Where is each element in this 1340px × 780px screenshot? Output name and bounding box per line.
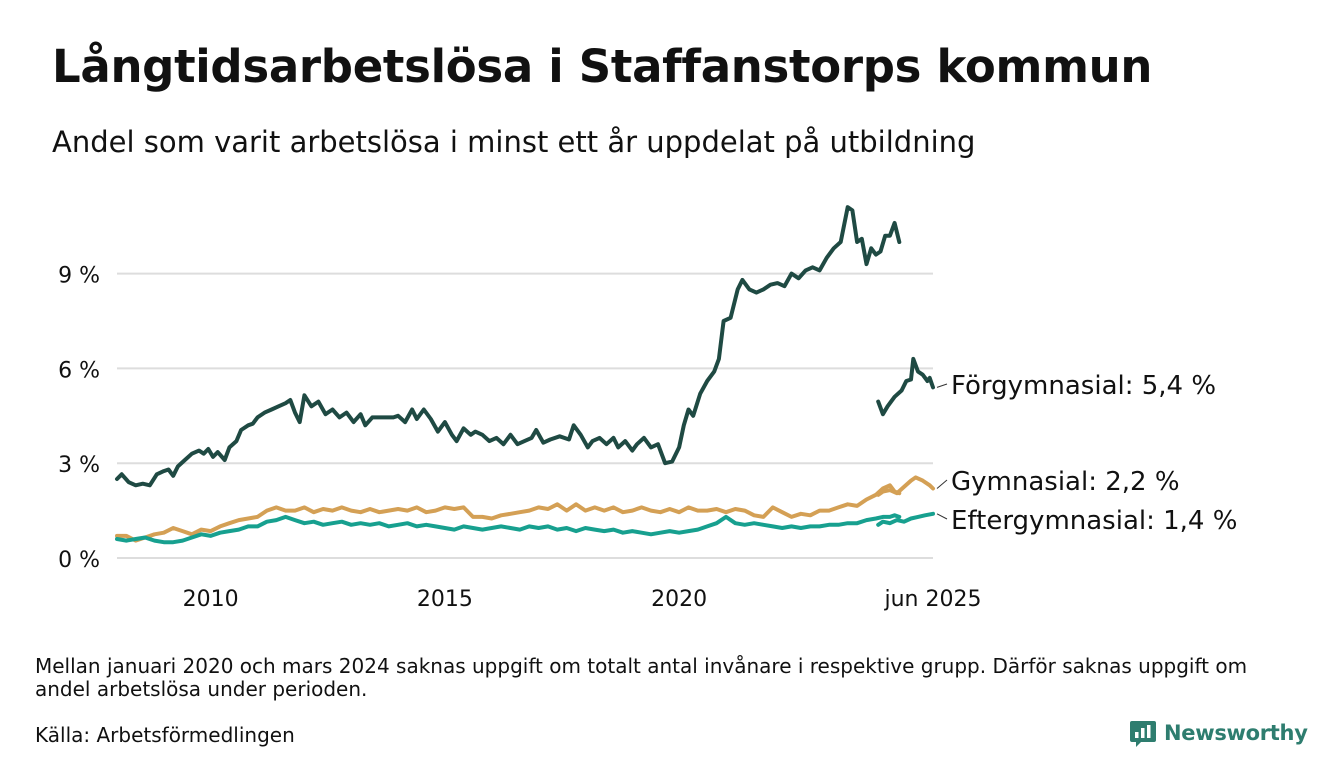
series-lines <box>115 205 935 545</box>
series-end-label: Förgymnasial: 5,4 % <box>951 371 1216 401</box>
series-line-gymnasial <box>876 475 935 497</box>
series-end-label: Eftergymnasial: 1,4 % <box>951 506 1237 536</box>
x-tick-label: 2010 <box>183 587 239 612</box>
x-tick-label: jun 2025 <box>884 587 982 612</box>
line-chart: 0 % 3 % 6 % 9 % 2010 2015 2020 jun 2025 Förgym… <box>58 205 1237 612</box>
series-line-eftergymnasial <box>876 511 935 527</box>
brand-name: Newsworthy <box>1164 721 1308 745</box>
y-tick-label: 0 % <box>58 548 100 573</box>
y-tick-label: 6 % <box>58 358 100 383</box>
series-line-förgymnasial <box>115 205 902 488</box>
footnote: Mellan januari 2020 och mars 2024 saknas… <box>35 654 1248 701</box>
label-connector <box>936 479 948 489</box>
x-tick-label: 2020 <box>651 587 707 612</box>
y-tick-label: 9 % <box>58 264 100 289</box>
y-tick-label: 3 % <box>58 453 100 478</box>
series-end-labels: Förgymnasial: 5,4 % Gymnasial: 2,2 % Efter… <box>936 371 1237 536</box>
series-line-gymnasial <box>115 483 902 543</box>
chart-title: Långtidsarbetslösa i Staffanstorps kommu… <box>52 40 1153 93</box>
x-axis-tick-labels: 2010 2015 2020 jun 2025 <box>183 587 982 612</box>
series-line-eftergymnasial <box>115 513 902 545</box>
series-end-label: Gymnasial: 2,2 % <box>951 467 1180 497</box>
source-credit: Källa: Arbetsförmedlingen <box>35 723 295 747</box>
label-connector <box>936 383 948 388</box>
y-axis-tick-labels: 0 % 3 % 6 % 9 % <box>58 264 100 573</box>
x-tick-label: 2015 <box>417 587 473 612</box>
chart-subtitle: Andel som varit arbetslösa i minst ett å… <box>52 125 976 159</box>
series-line-förgymnasial <box>876 356 935 417</box>
newsworthy-logo: Newsworthy <box>1128 718 1308 748</box>
label-connector <box>936 513 948 520</box>
gridlines <box>117 272 933 559</box>
newsworthy-chart-icon <box>1130 721 1156 747</box>
